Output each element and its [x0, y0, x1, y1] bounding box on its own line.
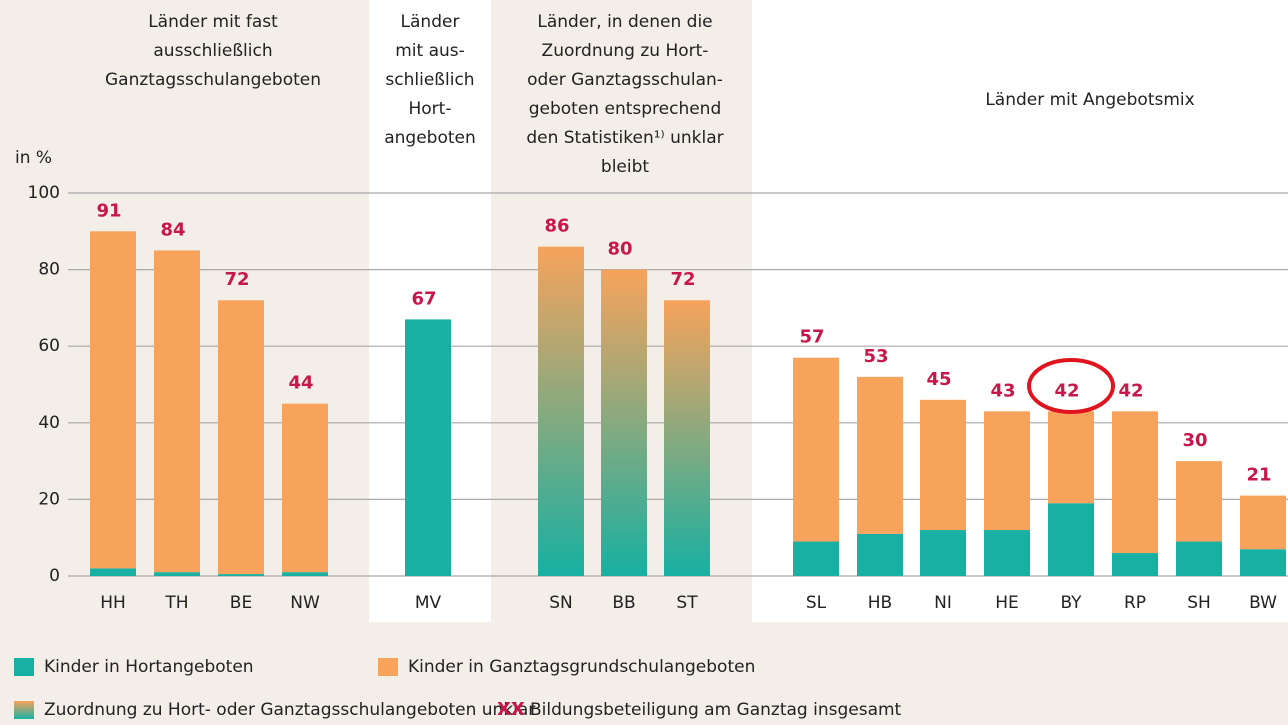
total-label: 42	[1118, 380, 1143, 401]
bar-segment	[90, 231, 136, 569]
total-label: 72	[670, 269, 695, 290]
group-header: ausschließlich	[153, 41, 272, 61]
group-header: Ganztagsschulangeboten	[105, 70, 321, 90]
bar-segment	[857, 533, 903, 576]
group-header: Länder mit Angebotsmix	[985, 90, 1194, 110]
total-label: 44	[288, 373, 313, 394]
bar-segment	[405, 319, 451, 576]
total-label: 72	[224, 269, 249, 290]
total-label: 86	[544, 216, 569, 237]
bar-segment	[1240, 495, 1286, 550]
y-tick-label: 40	[38, 413, 60, 433]
y-tick-label: 0	[49, 566, 60, 586]
bar-segment	[282, 572, 328, 576]
group-header: Länder mit fast	[148, 12, 278, 32]
group-header: schließlich	[385, 70, 474, 90]
highlight-circle	[1027, 358, 1115, 414]
bar-segment	[538, 246, 584, 576]
x-tick-label: ST	[676, 593, 698, 613]
group-header: Hort-	[409, 99, 452, 119]
x-tick-label: NI	[934, 593, 952, 613]
x-tick-label: BW	[1249, 593, 1277, 613]
bar-segment	[154, 250, 200, 573]
group-header: Zuordnung zu Hort-	[542, 41, 709, 61]
bar-segment	[1112, 553, 1158, 576]
group-header: Länder, in denen die	[537, 12, 712, 32]
total-label: 21	[1246, 465, 1271, 486]
x-tick-label: RP	[1124, 593, 1146, 613]
bar-segment	[218, 300, 264, 575]
x-tick-label: HH	[100, 593, 126, 613]
bar-segment	[984, 411, 1030, 531]
x-tick-label: MV	[415, 593, 442, 613]
bar-segment	[664, 300, 710, 576]
group-header: geboten entsprechend	[529, 99, 722, 119]
legend-label: Kinder in Ganztagsgrundschulangeboten	[408, 657, 755, 677]
y-tick-label: 20	[38, 489, 60, 509]
total-label: 80	[607, 239, 632, 260]
legend-symbol: XX	[497, 699, 525, 720]
x-tick-label: BY	[1060, 593, 1082, 613]
x-tick-label: SL	[806, 593, 827, 613]
y-axis-label: in %	[15, 148, 52, 168]
bar-segment	[154, 572, 200, 576]
bar-segment	[1112, 411, 1158, 554]
bar-segment	[90, 568, 136, 576]
x-tick-label: BE	[230, 593, 252, 613]
bar-segment	[857, 376, 903, 534]
total-label: 30	[1182, 430, 1207, 451]
legend-label: Zuordnung zu Hort- oder Ganztagsschulang…	[44, 700, 535, 720]
bar-segment	[920, 530, 966, 576]
total-label: 45	[926, 369, 951, 390]
total-label: 57	[799, 327, 824, 348]
bar-segment	[1048, 411, 1094, 504]
group-header: bleibt	[601, 157, 649, 177]
total-label: 42	[1054, 380, 1079, 401]
group-header: oder Ganztagsschulan-	[527, 70, 723, 90]
legend-swatch	[14, 658, 34, 676]
total-label: 84	[160, 219, 185, 240]
bar-segment	[920, 399, 966, 531]
legend-swatch	[378, 658, 398, 676]
x-tick-label: HB	[868, 593, 892, 613]
bar-segment	[984, 530, 1030, 576]
x-tick-label: BB	[612, 593, 635, 613]
total-label: 43	[990, 380, 1015, 401]
x-tick-label: SH	[1187, 593, 1211, 613]
y-tick-label: 80	[38, 260, 60, 280]
total-label: 91	[96, 200, 121, 221]
bar-segment	[793, 541, 839, 576]
bar-segment	[793, 357, 839, 542]
y-tick-label: 100	[28, 183, 60, 203]
x-tick-label: TH	[164, 593, 188, 613]
bar-segment	[1176, 541, 1222, 576]
legend-label: Bildungsbeteiligung am Ganztag insgesamt	[530, 700, 902, 720]
total-label: 67	[411, 288, 436, 309]
legend-label: Kinder in Hortangeboten	[44, 657, 254, 677]
legend-swatch	[14, 701, 34, 719]
bar-segment	[601, 269, 647, 576]
total-label: 53	[863, 346, 888, 367]
group-header: den Statistiken¹⁾ unklar	[526, 128, 723, 148]
x-tick-label: SN	[549, 593, 573, 613]
group-header: Länder	[401, 12, 460, 32]
bar-segment	[1048, 503, 1094, 576]
x-tick-label: HE	[995, 593, 1019, 613]
bar-segment	[218, 574, 264, 576]
bar-segment	[1176, 461, 1222, 542]
bar-segment	[282, 403, 328, 573]
group-header: mit aus-	[395, 41, 465, 61]
x-tick-label: NW	[290, 593, 320, 613]
bar-segment	[1240, 549, 1286, 576]
group-header: angeboten	[384, 128, 476, 148]
y-tick-label: 60	[38, 336, 60, 356]
